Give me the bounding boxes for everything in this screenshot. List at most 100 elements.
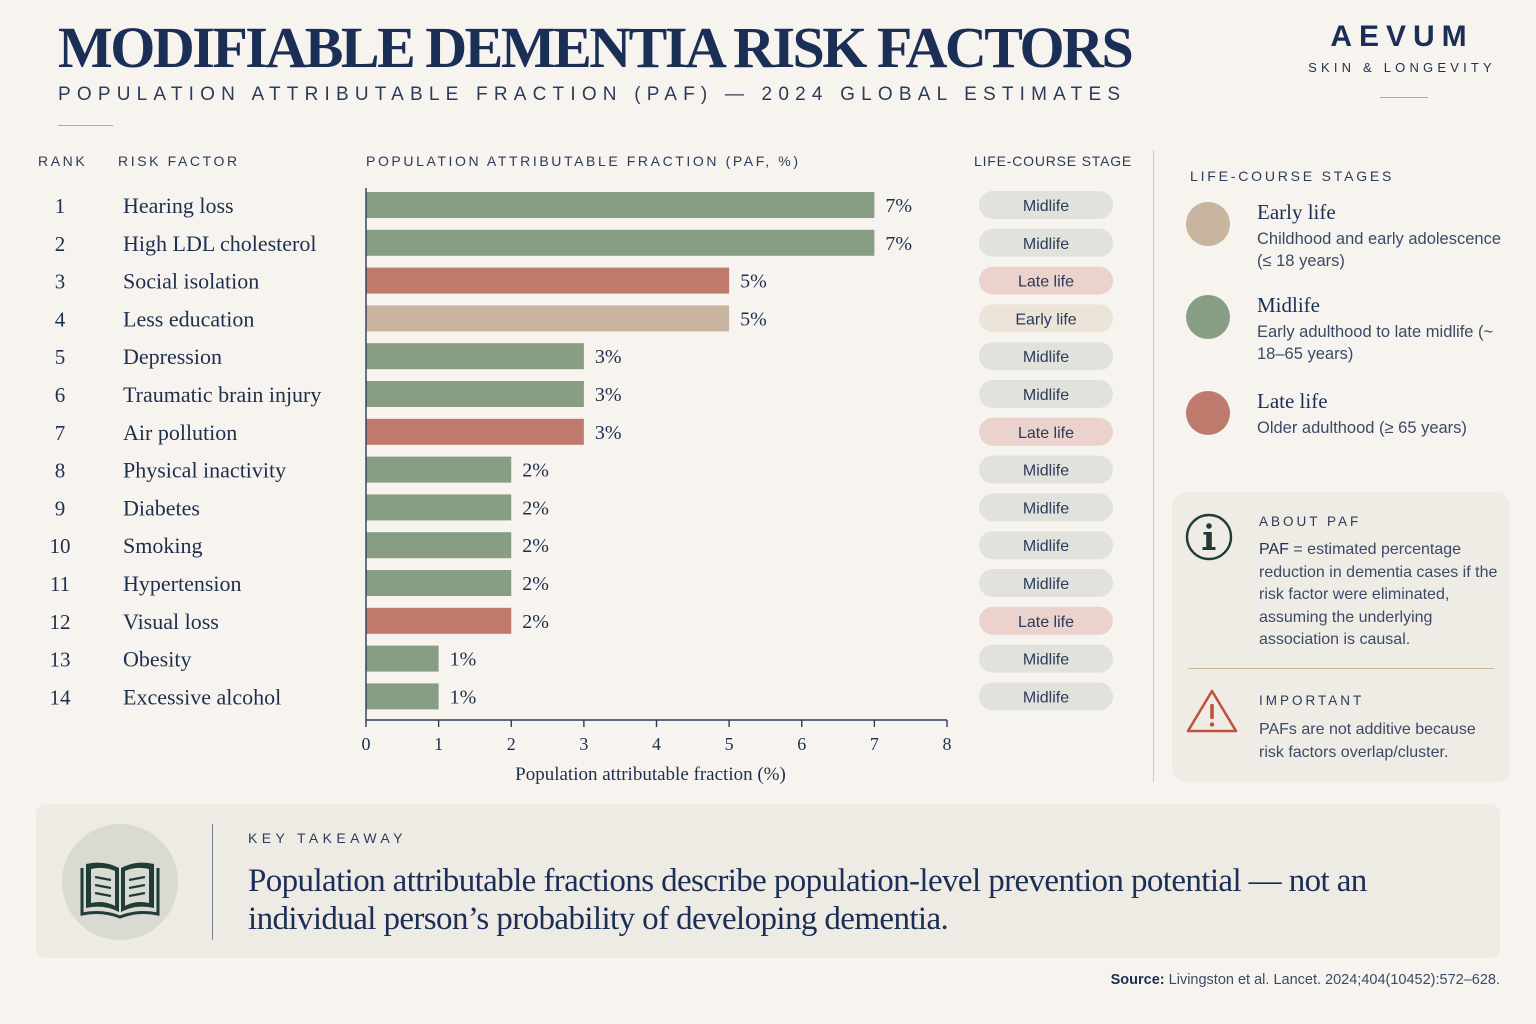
stage-pill-label: Midlife <box>1023 689 1069 706</box>
rank-label: 11 <box>50 572 70 596</box>
risk-factor-label: Hearing loss <box>123 193 234 218</box>
value-label: 3% <box>595 384 622 406</box>
stage-pill-label: Midlife <box>1023 349 1069 366</box>
risk-factor-label: Obesity <box>123 647 191 672</box>
chart-row: 11 Hypertension 2% Midlife <box>50 569 1113 597</box>
bar <box>366 645 439 672</box>
value-label: 7% <box>885 233 912 255</box>
risk-factor-label: High LDL cholesterol <box>123 231 316 256</box>
title-underline <box>58 125 113 126</box>
chart-row: 4 Less education 5% Early life <box>55 304 1113 333</box>
x-tick-label: 4 <box>652 734 661 754</box>
x-tick-label: 5 <box>725 734 734 754</box>
rank-label: 2 <box>55 232 66 256</box>
rank-label: 5 <box>55 345 66 369</box>
chart-row: 5 Depression 3% Midlife <box>55 342 1113 371</box>
chart-row: 13 Obesity 1% Midlife <box>50 644 1113 673</box>
risk-factor-label: Depression <box>123 344 222 369</box>
stage-pill <box>979 531 1113 560</box>
stage-pill <box>979 606 1113 635</box>
legend-description: Older adulthood (≥ 65 years) <box>1257 419 1467 437</box>
column-header-rank: RANK <box>38 153 88 169</box>
chart-row: 6 Traumatic brain injury 3% Midlife <box>55 380 1113 408</box>
important-text: PAFs are not additive because risk facto… <box>1259 721 1476 761</box>
bar <box>366 570 512 596</box>
chart-row: 3 Social isolation 5% Late life <box>55 266 1113 295</box>
key-takeaway-panel: KEY TAKEAWAY Population attributable fra… <box>36 804 1500 958</box>
rank-label: 6 <box>55 383 66 407</box>
chart-row: 10 Smoking 2% Midlife <box>50 531 1113 560</box>
x-tick-label: 1 <box>434 734 443 754</box>
page-subtitle: POPULATION ATTRIBUTABLE FRACTION (PAF) —… <box>58 84 1127 105</box>
stage-pill <box>979 493 1113 522</box>
column-header-risk-factor: RISK FACTOR <box>118 153 240 169</box>
stage-pill-label: Midlife <box>1023 500 1069 517</box>
chart-row: 9 Diabetes 2% Midlife <box>55 493 1113 522</box>
value-label: 7% <box>885 195 912 217</box>
rank-label: 8 <box>55 459 66 483</box>
stage-pill <box>979 682 1113 711</box>
section-divider <box>1153 150 1154 782</box>
chart-rows: 1 Hearing loss 7% Midlife 2 High LDL choleste… <box>50 191 1113 711</box>
source-citation: Source: Livingston et al. Lancet. 2024;4… <box>1111 972 1500 988</box>
value-label: 3% <box>595 346 622 368</box>
risk-factor-label: Hypertension <box>123 571 242 596</box>
risk-factor-label: Traumatic brain injury <box>123 382 321 407</box>
takeaway-divider <box>212 824 213 940</box>
brand-tagline: SKIN & LONGEVITY <box>1308 60 1496 75</box>
paf-term: PAF <box>1259 541 1289 558</box>
stage-pill <box>979 569 1113 597</box>
stage-pill <box>979 191 1113 219</box>
about-paf-text: PAF = estimated percentage reduction in … <box>1259 539 1499 652</box>
bar <box>366 418 584 445</box>
value-label: 5% <box>740 271 767 293</box>
legend-label: Midlife <box>1257 293 1320 317</box>
takeaway-heading: KEY TAKEAWAY <box>248 830 407 846</box>
rank-label: 3 <box>55 270 66 294</box>
brand-underline <box>1380 97 1428 98</box>
column-header-paf: POPULATION ATTRIBUTABLE FRACTION (PAF, %… <box>366 153 801 169</box>
book-icon <box>80 862 160 919</box>
risk-factor-label: Diabetes <box>123 495 200 520</box>
rank-label: 10 <box>50 534 71 558</box>
bar <box>366 381 584 407</box>
stage-pill-label: Early life <box>1015 311 1076 328</box>
risk-factor-label: Excessive alcohol <box>123 684 281 709</box>
value-label: 2% <box>522 535 549 557</box>
about-paf-heading: ABOUT PAF <box>1259 514 1362 529</box>
value-label: 1% <box>450 649 477 671</box>
bar <box>366 532 512 559</box>
risk-factor-label: Smoking <box>123 533 202 558</box>
source-label: Source: <box>1110 972 1165 988</box>
value-label: 1% <box>450 686 477 708</box>
brand-name: AEVUM <box>1330 20 1474 53</box>
risk-factor-label: Social isolation <box>123 269 259 294</box>
stage-pill-label: Midlife <box>1023 538 1069 555</box>
legend-label: Early life <box>1257 200 1336 224</box>
value-label: 5% <box>740 308 767 330</box>
page-title: MODIFIABLE DEMENTIA RISK FACTORS <box>58 15 1134 80</box>
rank-label: 13 <box>50 648 71 672</box>
chart-row: 1 Hearing loss 7% Midlife <box>55 191 1113 219</box>
stage-pill <box>979 228 1113 257</box>
bar <box>366 305 730 332</box>
legend-label: Late life <box>1257 389 1328 413</box>
rank-label: 12 <box>50 610 71 634</box>
x-tick-label: 3 <box>579 734 588 754</box>
bar <box>366 607 512 634</box>
x-axis: 0 1 2 3 4 5 6 7 8 Population attributable fractio… <box>362 188 952 785</box>
legend-description: Childhood and early adolescence (≤ 18 ye… <box>1257 230 1502 270</box>
late-life-swatch <box>1186 391 1230 435</box>
rank-label: 7 <box>55 421 66 445</box>
chart-row: 8 Physical inactivity 2% Midlife <box>55 455 1113 484</box>
card-separator <box>1188 668 1494 669</box>
important-heading: IMPORTANT <box>1259 693 1365 708</box>
bar <box>366 683 439 710</box>
rank-label: 1 <box>55 194 66 218</box>
risk-factor-label: Less education <box>123 306 254 331</box>
bar <box>366 456 512 483</box>
book-icon-badge <box>62 824 178 940</box>
stage-pill <box>979 644 1113 673</box>
bar <box>366 192 875 218</box>
x-tick-label: 7 <box>870 734 879 754</box>
